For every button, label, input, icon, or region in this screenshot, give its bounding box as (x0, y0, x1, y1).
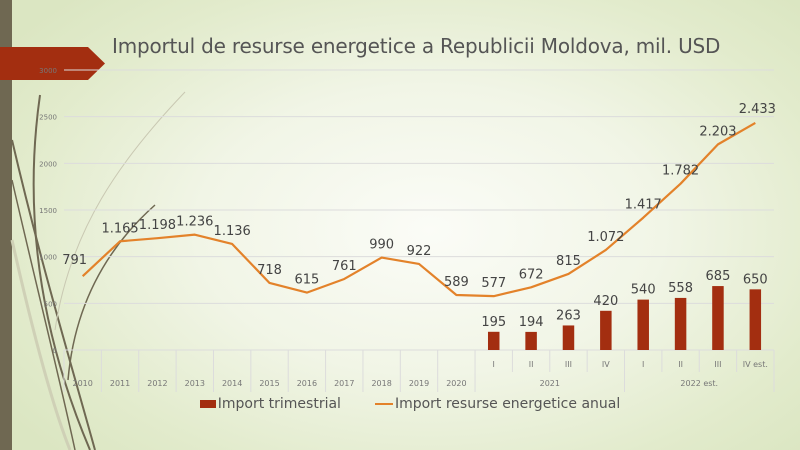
line-data-label: 761 (332, 259, 357, 274)
slide-title: Importul de resurse energetice a Republi… (112, 34, 721, 58)
line-series (81, 121, 756, 298)
bar (600, 310, 612, 350)
line-data-label: 577 (481, 276, 506, 291)
line-data-label: 2.203 (699, 124, 736, 139)
x-tick-label: III (714, 360, 721, 369)
bar (749, 289, 762, 350)
deco-curve (67, 204, 156, 381)
x-tick-label: 2013 (185, 379, 205, 388)
x-tick-label: 2010 (73, 379, 93, 388)
legend: Import trimestrial Import resurse energe… (0, 396, 800, 412)
y-tick-label: 2000 (39, 160, 57, 168)
x-tick-label: II (529, 360, 534, 369)
line-data-label: 1.136 (214, 224, 251, 239)
line-data-label: 615 (294, 273, 319, 288)
line-data-label: 990 (369, 238, 394, 253)
bar-data-label: 540 (631, 283, 656, 298)
x-tick-label: I (493, 360, 495, 369)
deco-curve (11, 139, 96, 450)
x-tick-label: 2020 (446, 379, 466, 388)
x-tick-label: 2018 (371, 379, 391, 388)
line-data-label: 672 (519, 267, 544, 282)
legend-item-bar: Import trimestrial (199, 396, 341, 412)
bar (525, 331, 537, 350)
line-data-label: 1.165 (101, 221, 138, 236)
x-tick-label: II (678, 360, 683, 369)
y-tick-label: 2500 (39, 114, 57, 122)
data-labels: 195 194 263 420 540 558 685 650 791 1.165 1.198 1.2… (62, 102, 776, 330)
y-tick-label: 500 (44, 300, 57, 308)
slide-left-strip (0, 0, 12, 450)
grid (64, 69, 774, 351)
x-tick-label: 2014 (222, 379, 242, 388)
bar (712, 286, 724, 350)
bar (637, 299, 649, 350)
bar-data-label: 263 (556, 308, 581, 323)
y-tick-label: 3000 (39, 67, 57, 75)
x-group-label: 2021 (540, 379, 560, 388)
x-tick-label: 2019 (409, 379, 429, 388)
y-axis: 0 500 1000 1500 2000 2500 3000 (39, 67, 57, 355)
x-group-label: 2022 est. (680, 379, 718, 388)
bar-data-label: 194 (519, 315, 544, 330)
x-tick-label: 2016 (297, 379, 317, 388)
line-data-label: 922 (407, 244, 432, 259)
x-tick-label: 2011 (110, 379, 130, 388)
bar-data-label: 650 (743, 272, 768, 287)
bar-series (487, 286, 762, 350)
x-tick-label: 2017 (334, 379, 354, 388)
legend-label: Import trimestrial (217, 396, 341, 412)
line-data-label: 1.198 (139, 218, 176, 233)
x-tick-label: 2012 (147, 379, 167, 388)
x-tick-label: IV est. (743, 360, 768, 369)
legend-swatch-line (374, 403, 393, 405)
x-axis: 2010 2011 2012 2013 2014 2015 2016 2017 2018 2019… (63, 350, 775, 392)
line-data-label: 1.782 (662, 164, 699, 179)
bar-data-label: 558 (668, 281, 693, 296)
bar (487, 331, 500, 350)
x-tick-label: I (642, 360, 644, 369)
x-tick-label: III (565, 360, 572, 369)
line-data-label: 815 (556, 254, 581, 269)
legend-label: Import resurse energetice anual (394, 396, 621, 412)
bar (674, 297, 687, 350)
y-tick-label: 1500 (39, 207, 57, 215)
y-tick-label: 1000 (39, 254, 57, 262)
legend-swatch-bar (199, 400, 216, 408)
bar-data-label: 420 (593, 294, 618, 309)
line-data-label: 1.072 (587, 230, 624, 245)
line-data-label: 718 (257, 263, 282, 278)
deco-curve (32, 94, 91, 450)
line-data-label: 2.433 (739, 102, 776, 117)
line-data-label: 1.236 (176, 215, 213, 230)
bar-data-label: 685 (706, 269, 731, 284)
bar (562, 325, 575, 350)
x-tick-label: 2015 (259, 379, 279, 388)
deco-curve (10, 239, 72, 450)
deco-curve (54, 91, 186, 331)
line-data-label: 589 (444, 275, 469, 290)
line-data-label: 791 (62, 253, 87, 268)
title-banner (0, 47, 105, 80)
legend-item-line: Import resurse energetice anual (374, 396, 621, 412)
x-tick-label: IV (602, 360, 610, 369)
bar-data-label: 195 (481, 315, 506, 330)
deco-curve (11, 179, 76, 450)
line-data-label: 1.417 (625, 198, 662, 213)
y-tick-label: 0 (53, 347, 57, 355)
